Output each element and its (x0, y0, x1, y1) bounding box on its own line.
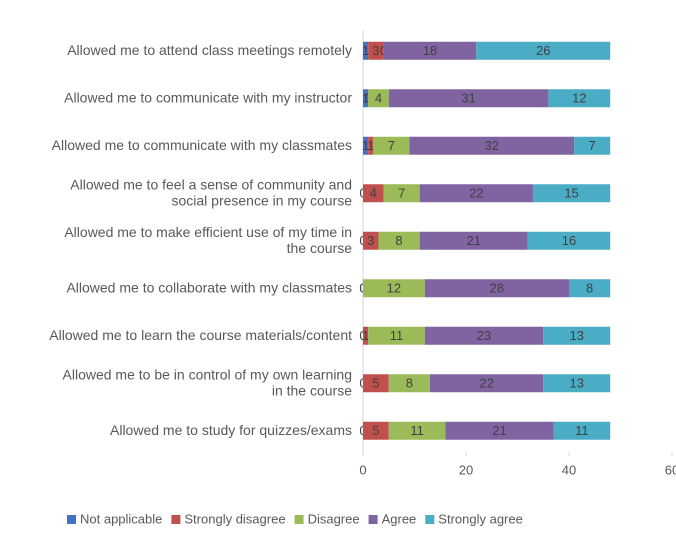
bar-segment (388, 421, 446, 440)
bar-segment (368, 41, 384, 60)
bar-segment (419, 231, 528, 250)
bar-segment (424, 279, 569, 298)
bar-segment (429, 374, 544, 393)
data-label: 18 (423, 43, 437, 58)
data-label: 7 (398, 186, 405, 201)
bar-segment (574, 136, 611, 155)
bar-segment (543, 326, 611, 345)
data-label: 11 (410, 423, 424, 438)
bar-segment (388, 89, 549, 108)
bar-segment (363, 184, 384, 203)
legend-label: Strongly disagree (184, 511, 285, 526)
bar-segment (409, 136, 575, 155)
data-label: 28 (490, 281, 504, 296)
data-label: 11 (575, 423, 589, 438)
legend-swatch (67, 515, 76, 524)
legend-swatch (171, 515, 181, 524)
category-label: Allowed me to attend class meetings remo… (67, 41, 352, 57)
bar-segment (383, 41, 477, 60)
bar-segment (424, 326, 544, 345)
bar-segment (373, 136, 410, 155)
bar-segment (476, 41, 611, 60)
data-label: 5 (372, 423, 379, 438)
data-label: 8 (395, 233, 402, 248)
data-label: 13 (569, 328, 583, 343)
bar-segment (378, 231, 420, 250)
data-label: 22 (469, 186, 483, 201)
legend-label: Agree (382, 511, 417, 526)
bar-segment (363, 279, 425, 298)
data-label: 1 (362, 43, 369, 58)
x-tick-label: 20 (459, 462, 473, 477)
data-label: 15 (564, 186, 578, 201)
bar-segment (368, 326, 425, 345)
bar-segment (368, 136, 374, 155)
legend-label: Not applicable (80, 511, 162, 526)
data-label: 23 (477, 328, 491, 343)
data-label: 1 (362, 328, 369, 343)
legend-swatch (294, 515, 304, 524)
bar-segment (445, 421, 554, 440)
data-label: 4 (370, 186, 377, 201)
legend-label: Disagree (308, 511, 360, 526)
data-label: 3 (372, 43, 379, 58)
data-label: 1 (362, 91, 369, 106)
x-tick-label: 0 (359, 462, 366, 477)
data-label: 1 (362, 138, 369, 153)
data-label: 12 (387, 281, 401, 296)
category-label: Allowed me to communicate with my classm… (52, 136, 352, 152)
data-label: 1 (367, 138, 374, 153)
data-label: 13 (569, 376, 583, 391)
bar-segment (363, 374, 389, 393)
legend-swatch (368, 515, 378, 524)
bar-segment (388, 374, 430, 393)
data-label: 31 (461, 91, 475, 106)
data-label: 16 (562, 233, 576, 248)
legend-swatch (425, 515, 435, 524)
category-label: Allowed me to learn the course materials… (49, 326, 352, 342)
bar-segment (532, 184, 611, 203)
bar-segment (383, 184, 420, 203)
x-tick-label: 60 (665, 462, 676, 477)
bar-segment (527, 231, 611, 250)
category-label: Allowed me to make efficient use of my t… (64, 223, 352, 255)
data-label: 3 (367, 233, 374, 248)
data-label: 8 (406, 376, 413, 391)
bar-segment (363, 326, 369, 345)
bar-segment (419, 184, 533, 203)
bar-segment (363, 136, 369, 155)
bar-segment (368, 89, 389, 108)
bar-segment (553, 421, 611, 440)
data-label: 12 (572, 91, 586, 106)
category-label: Allowed me to be in control of my own le… (63, 366, 353, 398)
data-label: 7 (388, 138, 395, 153)
data-label: 7 (589, 138, 596, 153)
data-label: 21 (492, 423, 506, 438)
data-label: 4 (375, 91, 382, 106)
data-label: 8 (586, 281, 593, 296)
data-label: 11 (390, 328, 404, 343)
legend-label: Strongly agree (438, 511, 523, 526)
category-label: Allowed me to collaborate with my classm… (66, 279, 352, 295)
category-label: Allowed me to study for quizzes/exams (110, 421, 352, 437)
data-label: 22 (479, 376, 493, 391)
data-label: 32 (485, 138, 499, 153)
bar-segment (548, 89, 611, 108)
bar-segment (363, 231, 379, 250)
bar-segment (363, 421, 389, 440)
data-label: 5 (372, 376, 379, 391)
bar-segment (543, 374, 611, 393)
data-label: 21 (466, 233, 480, 248)
bar-segment (569, 279, 611, 298)
category-label: Allowed me to communicate with my instru… (64, 89, 352, 105)
x-tick-label: 40 (562, 462, 576, 477)
category-label: Allowed me to feel a sense of community … (70, 176, 352, 208)
bar-segment (363, 89, 369, 108)
bar-segment (363, 41, 369, 60)
data-label: 26 (536, 43, 550, 58)
